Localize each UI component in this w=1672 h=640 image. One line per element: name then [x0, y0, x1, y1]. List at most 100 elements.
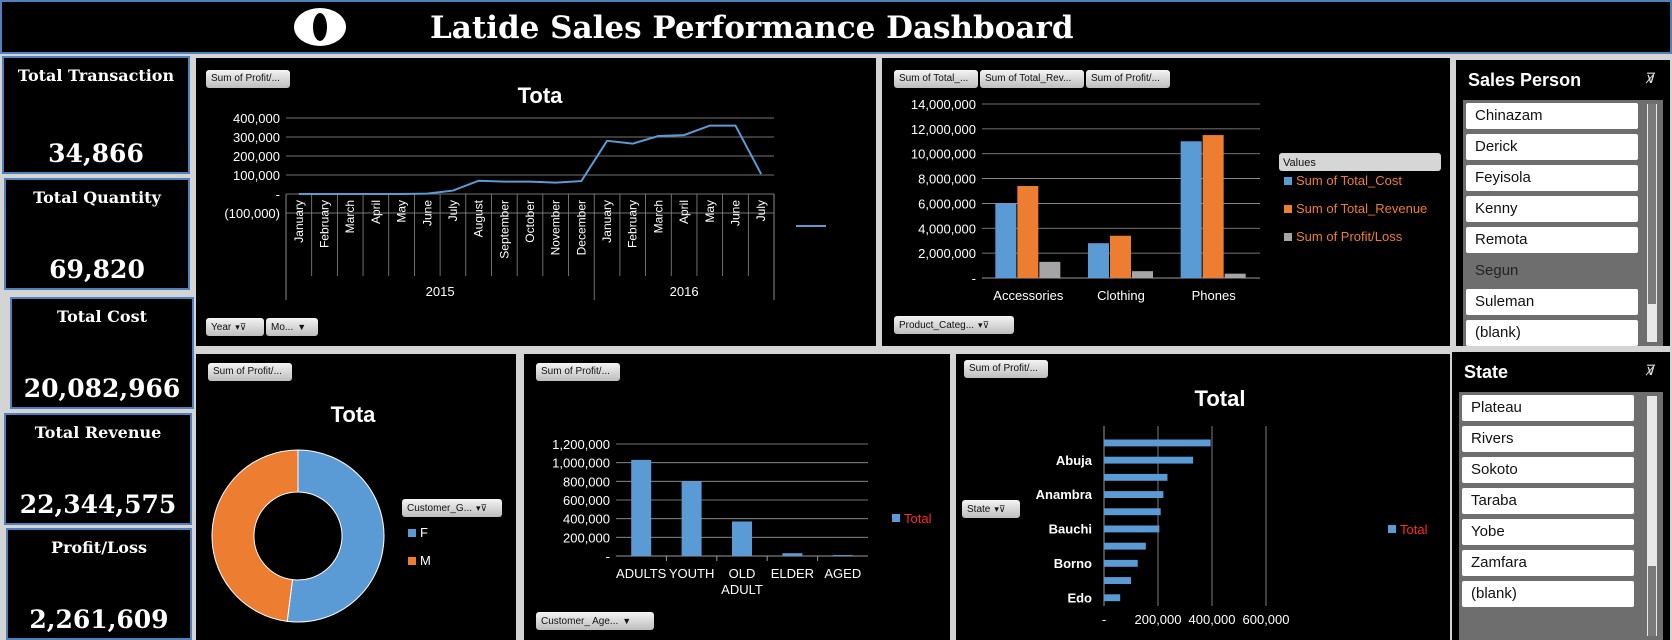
filter-dropdown-icon: ▾⊽ [994, 504, 1006, 514]
slicer-item[interactable]: Derick [1466, 134, 1638, 160]
slicer-item[interactable]: Feyisola [1466, 165, 1638, 191]
x-month-label: April [369, 200, 383, 224]
month-filter-button[interactable]: Mo... ▼ [266, 318, 318, 336]
y-tick-label: 400,000 [563, 512, 610, 527]
bar-2 [1039, 261, 1061, 278]
slicer-item[interactable]: Plateau [1462, 395, 1634, 421]
state-bar [1104, 456, 1194, 464]
y-tick-label: - [276, 187, 280, 202]
x-category-label: ADULT [721, 582, 763, 597]
state-filter-button[interactable]: State ▾⊽ [962, 500, 1020, 518]
donut-value-filter-button[interactable]: Sum of Profit/... [208, 363, 292, 381]
x-category-label: ELDER [771, 566, 814, 581]
bar-1 [1017, 186, 1039, 278]
x-category-label: AGED [824, 566, 861, 581]
company-logo-icon [294, 8, 346, 46]
bar-0 [1088, 243, 1109, 278]
product-category-filter-button[interactable]: Product_Categ... ▾⊽ [894, 316, 1014, 334]
x-month-label: October [523, 200, 537, 243]
clear-filter-icon[interactable]: ⊽̸ [1645, 70, 1656, 86]
profit-trend-chart: Tota 400,000 300,000 200,000 100,000 - (100,00… [224, 83, 826, 300]
state-panel: Sum of Profit/... Total - 200,000 400,000 60… [956, 354, 1450, 640]
donut-slice [286, 449, 385, 623]
chart-title: Tota [331, 402, 377, 427]
x-category-label: OLD [729, 566, 756, 581]
legend-label: Total [904, 511, 932, 526]
slicer-item[interactable]: (blank) [1462, 581, 1634, 607]
y-tick-label: 1,000,000 [552, 456, 610, 471]
x-month-label: June [728, 200, 742, 226]
state-value-filter-button[interactable]: Sum of Profit/... [964, 360, 1048, 378]
legend-label: Sum of Total_Revenue [1296, 201, 1427, 216]
slicer-scrollbar[interactable] [1647, 104, 1657, 342]
filter-dropdown-icon: ▾⊽ [476, 503, 488, 513]
y-category-label: Anambra [1036, 487, 1093, 502]
x-tick-label: 200,000 [1135, 612, 1182, 627]
slicer-item[interactable]: Taraba [1462, 488, 1634, 514]
slicer-item[interactable]: Zamfara [1462, 550, 1634, 576]
kpi-value: 20,082,966 [23, 374, 181, 403]
legend-swatch [408, 529, 416, 537]
bar-1 [1202, 135, 1224, 278]
gender-filter-button[interactable]: Customer_G... ▾⊽ [402, 499, 502, 517]
y-category-label: Abuja [1056, 453, 1093, 468]
month-filter-label: Mo... [271, 322, 294, 333]
clear-filter-icon[interactable]: ⊽̸ [1645, 362, 1656, 378]
kpi-label: Total Transaction [17, 66, 175, 85]
slicer-item[interactable]: Suleman [1466, 289, 1638, 315]
slicer-item[interactable]: Segun [1475, 262, 1519, 279]
scrollbar-thumb[interactable] [1648, 566, 1656, 636]
age-value-filter-button[interactable]: Sum of Profit/... [536, 363, 620, 381]
slicer-item[interactable]: (blank) [1466, 320, 1638, 346]
revenue-value-filter-button[interactable]: Sum of Total_Rev... [980, 70, 1084, 88]
age-filter-label: Customer_ Age... [541, 616, 619, 627]
product-category-chart: 14,000,000 12,000,000 10,000,000 8,000,000 6… [911, 97, 1441, 303]
state-bar [1104, 508, 1161, 516]
kpi-label: Total Quantity [33, 188, 161, 207]
state-bar [1104, 594, 1121, 602]
state-bar [1104, 559, 1138, 567]
age-bar [782, 553, 803, 556]
legend-label: Total [1400, 522, 1428, 537]
kpi-value: 69,820 [49, 255, 145, 284]
x-month-label: April [677, 200, 691, 224]
kpi-value: 22,344,575 [19, 490, 177, 519]
x-month-label: February [318, 200, 332, 248]
age-bar [832, 555, 853, 556]
year-filter-label: Year [211, 322, 232, 333]
slicer-item[interactable]: Sokoto [1462, 457, 1634, 483]
slicer-item[interactable]: Rivers [1462, 426, 1634, 452]
y-tick-label: 200,000 [233, 149, 280, 164]
slicer-item[interactable]: Yobe [1462, 519, 1634, 545]
kpi-value: 34,866 [48, 139, 144, 168]
profit-value-filter-button[interactable]: Sum of Profit/... [1086, 70, 1170, 88]
legend-swatch [1388, 525, 1396, 533]
kpi-total-revenue: Total Revenue 22,344,575 [4, 413, 192, 525]
slicer-item[interactable]: Kenny [1466, 196, 1638, 222]
kpi-profit-loss: Profit/Loss 2,261,609 [6, 528, 192, 640]
x-month-label: August [472, 199, 486, 237]
slicer-item[interactable]: Remota [1466, 227, 1638, 253]
legend-swatch [892, 514, 900, 522]
cost-value-filter-button[interactable]: Sum of Total_... [894, 70, 978, 88]
x-month-label: May [395, 200, 409, 223]
x-month-label: March [343, 200, 357, 233]
line-value-filter-button[interactable]: Sum of Profit/... [206, 70, 290, 88]
year-filter-button[interactable]: Year ▾⊽ [206, 318, 264, 336]
slicer-item[interactable]: Chinazam [1466, 103, 1638, 129]
legend-title: Values [1283, 157, 1316, 169]
slicer-scrollbar[interactable] [1647, 396, 1657, 636]
filter-dropdown-icon: ▾⊽ [978, 320, 990, 330]
dashboard-title: Latide Sales Performance Dashboard [430, 10, 1074, 46]
y-tick-label: 100,000 [233, 168, 280, 183]
y-tick-label: 12,000,000 [911, 122, 976, 137]
y-tick-label: 2,000,000 [918, 246, 976, 261]
legend-swatch [1284, 177, 1292, 185]
profit-series-line [298, 124, 763, 195]
scrollbar-thumb[interactable] [1648, 104, 1656, 304]
age-filter-button[interactable]: Customer_ Age... ▼ [536, 612, 654, 630]
legend-title-box [1279, 153, 1441, 171]
kpi-label: Total Cost [57, 307, 147, 326]
slicer-title: Sales Person [1468, 70, 1582, 90]
legend-swatch [1284, 233, 1292, 241]
